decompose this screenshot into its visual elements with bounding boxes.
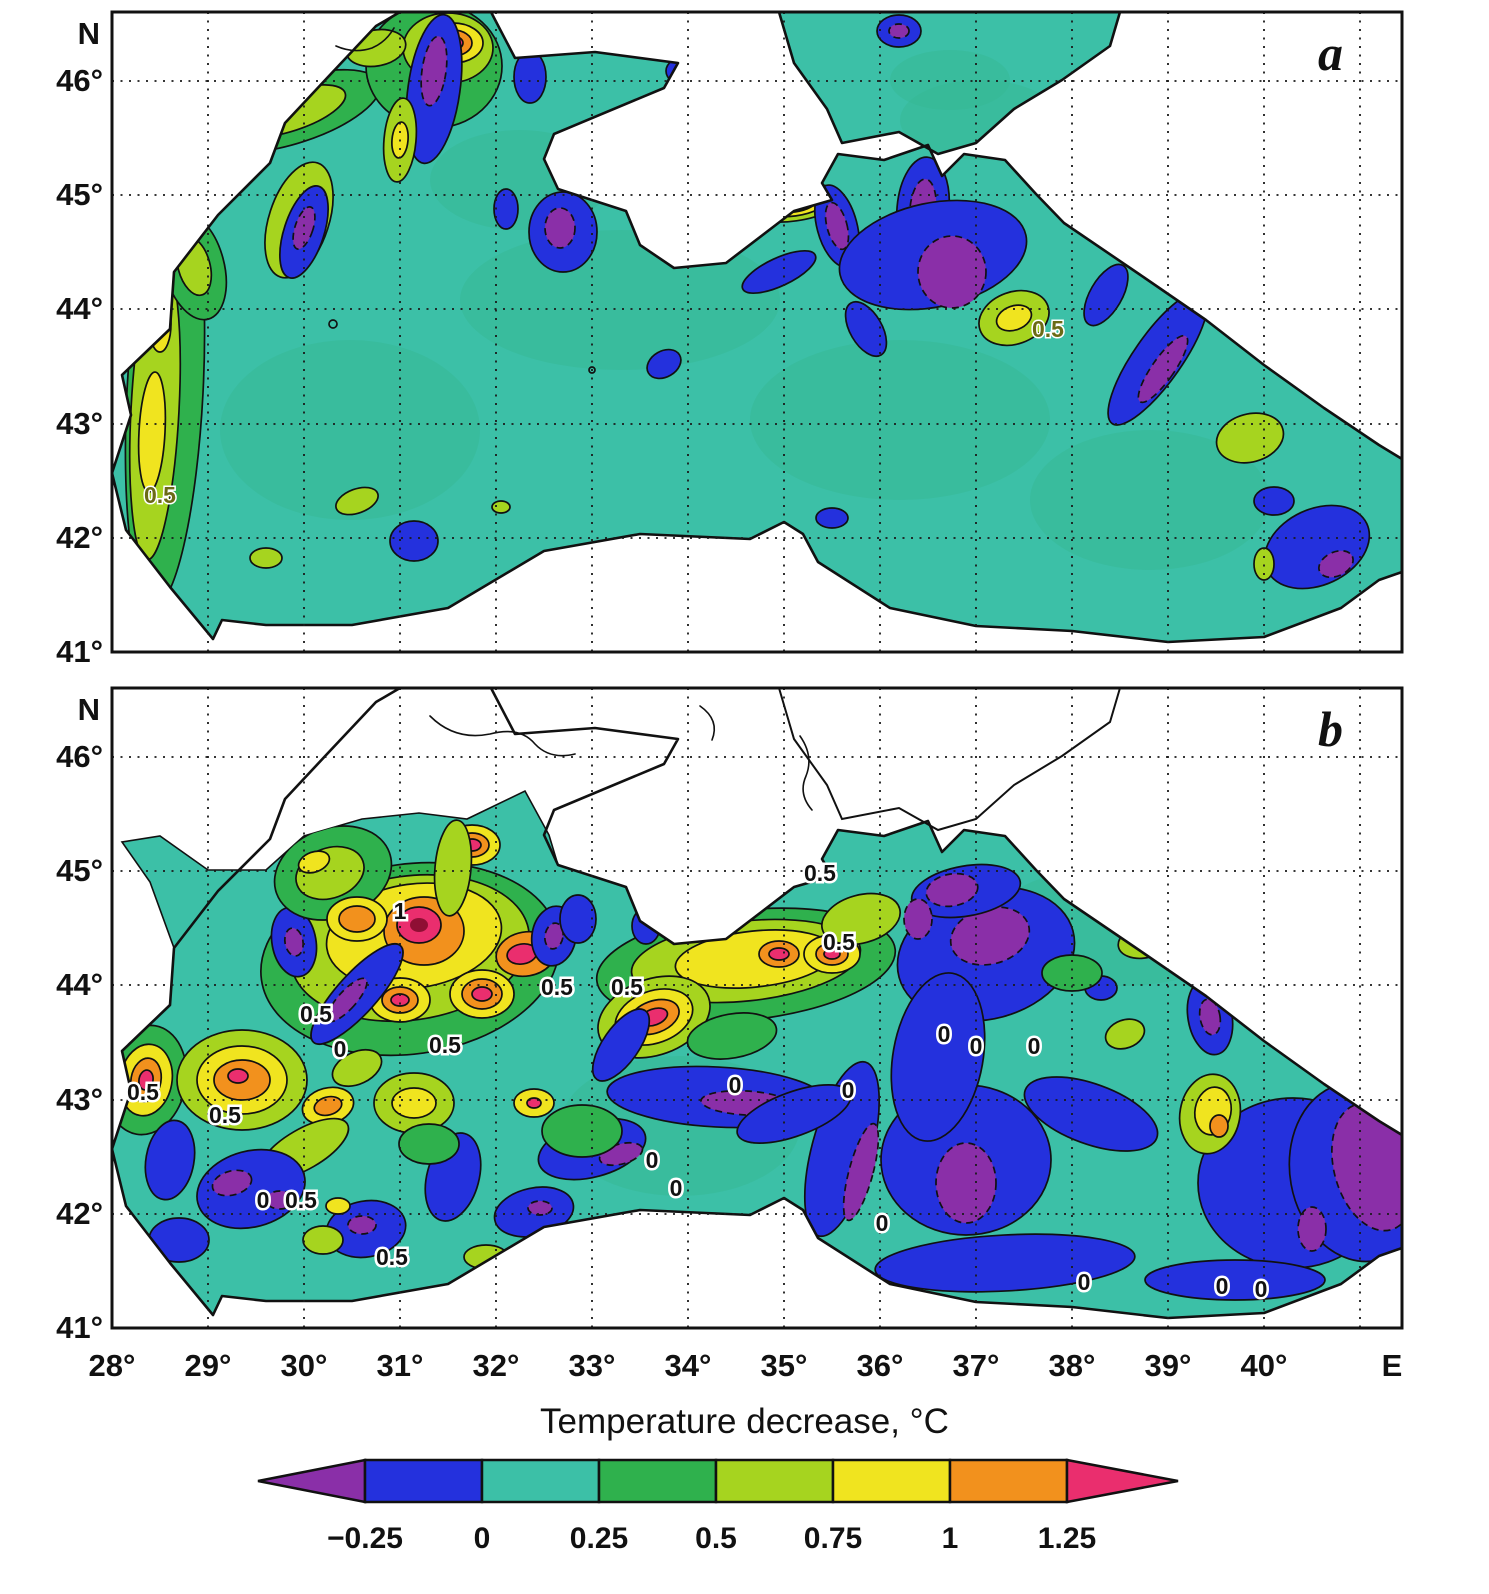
- x-tick: 34°: [665, 1348, 712, 1383]
- contour-field-b: [112, 819, 1402, 1301]
- y-tick: 46°: [56, 63, 103, 98]
- contour-label: 0.5: [209, 1102, 241, 1128]
- sea-area-a: [112, 12, 1402, 642]
- contour-label: 0: [334, 1036, 347, 1062]
- panel-b-map: N 46° 45° 44° 43° 42° 41° 28° 29° 30° 31…: [56, 686, 1404, 1383]
- colorbar-cell: [948, 1458, 1069, 1504]
- x-tick: 31°: [377, 1348, 424, 1383]
- y-tick: 43°: [56, 1082, 103, 1117]
- contour-label: 0.5: [804, 860, 836, 886]
- estuary-line-b: [429, 715, 576, 757]
- y-tick: 41°: [56, 1310, 103, 1345]
- contour-label: 0.5: [144, 482, 176, 508]
- colorbar-cell: [480, 1458, 601, 1504]
- colorbar-cell: [597, 1458, 718, 1504]
- contour-label: 0.5: [300, 1001, 332, 1027]
- y-tick: 42°: [56, 520, 103, 555]
- colorbar-tick: 1.25: [1038, 1522, 1096, 1555]
- contour-label: 0: [1255, 1276, 1268, 1302]
- x-tick: 36°: [857, 1348, 904, 1383]
- colorbar-cell: [831, 1458, 952, 1504]
- colorbar-tick: 0.5: [695, 1522, 737, 1555]
- colorbar-tick: 1: [942, 1522, 959, 1555]
- contour-label: 0: [876, 1210, 889, 1236]
- x-tick: 38°: [1049, 1348, 1096, 1383]
- contour-label: 0: [842, 1077, 855, 1103]
- x-tick: 33°: [569, 1348, 616, 1383]
- colorbar-tick: 0.75: [804, 1522, 862, 1555]
- contour-label: 0.5: [127, 1079, 159, 1105]
- colorbar-title: Temperature decrease, °C: [540, 1402, 949, 1441]
- colorbar-tick: −0.25: [327, 1522, 403, 1555]
- contour-label: 0.5: [376, 1244, 408, 1270]
- azov-coastline-a: [777, 10, 1122, 156]
- panel-label-b: b: [1318, 701, 1343, 757]
- x-tick: 28°: [89, 1348, 136, 1383]
- y-tick: 45°: [56, 853, 103, 888]
- lagoon-line-a: [335, 27, 395, 52]
- sivash-line-b: [799, 735, 813, 811]
- contour-label: 0: [1078, 1269, 1091, 1295]
- contour-label: 0: [670, 1175, 683, 1201]
- colorbar-tick: 0.25: [570, 1522, 628, 1555]
- contour-label: 1: [394, 898, 407, 924]
- plot-frame-a: [110, 10, 1404, 654]
- contour-label: 0: [970, 1033, 983, 1059]
- coastline-b: [110, 686, 1404, 1320]
- x-tick: 29°: [185, 1348, 232, 1383]
- contour-label: 0.5: [1032, 316, 1064, 342]
- y-tick: 43°: [56, 406, 103, 441]
- contour-label: 0: [257, 1187, 270, 1213]
- contour-label: 0: [729, 1072, 742, 1098]
- colorbar-cell: [714, 1458, 835, 1504]
- contour-label: 0.5: [541, 974, 573, 1000]
- y-tick: 44°: [56, 967, 103, 1002]
- plot-frame-b: [110, 686, 1404, 1330]
- x-tick: 37°: [953, 1348, 1000, 1383]
- x-axis-label: E: [1382, 1348, 1403, 1383]
- colorbar-left-arrow: [257, 1458, 367, 1504]
- contour-label: 0: [646, 1147, 659, 1173]
- y-axis-label: N: [78, 16, 100, 51]
- contour-label: 0: [1216, 1273, 1229, 1299]
- y-tick: 42°: [56, 1196, 103, 1231]
- y-tick: 44°: [56, 291, 103, 326]
- y-tick: 46°: [56, 739, 103, 774]
- coastline-a: [110, 10, 1404, 644]
- x-tick: 30°: [281, 1348, 328, 1383]
- x-tick: 40°: [1241, 1348, 1288, 1383]
- colorbar-cell: [363, 1458, 484, 1504]
- x-tick: 35°: [761, 1348, 808, 1383]
- contour-label: 0.5: [429, 1032, 461, 1058]
- colorbar: −0.25 0 0.25 0.5 0.75 1 1.25: [257, 1458, 1179, 1555]
- y-axis-label: N: [78, 692, 100, 727]
- contour-label: 0.5: [285, 1187, 317, 1213]
- x-tick: 32°: [473, 1348, 520, 1383]
- colorbar-right-arrow: [1065, 1458, 1179, 1504]
- contour-label: 0: [938, 1021, 951, 1047]
- panel-a-map: N 46° 45° 44° 43° 42° 41° 0.5 0.5 a: [56, 10, 1404, 669]
- x-tick: 39°: [1145, 1348, 1192, 1383]
- estuary-line-b2: [699, 705, 716, 741]
- azov-sea-b: [778, 687, 1121, 832]
- contour-label: 0.5: [611, 974, 643, 1000]
- colorbar-tick: 0: [474, 1522, 491, 1555]
- contour-label: 0.5: [823, 929, 855, 955]
- contour-label: 0: [1028, 1033, 1041, 1059]
- y-tick: 45°: [56, 177, 103, 212]
- panel-label-a: a: [1318, 25, 1343, 81]
- y-tick: 41°: [56, 634, 103, 669]
